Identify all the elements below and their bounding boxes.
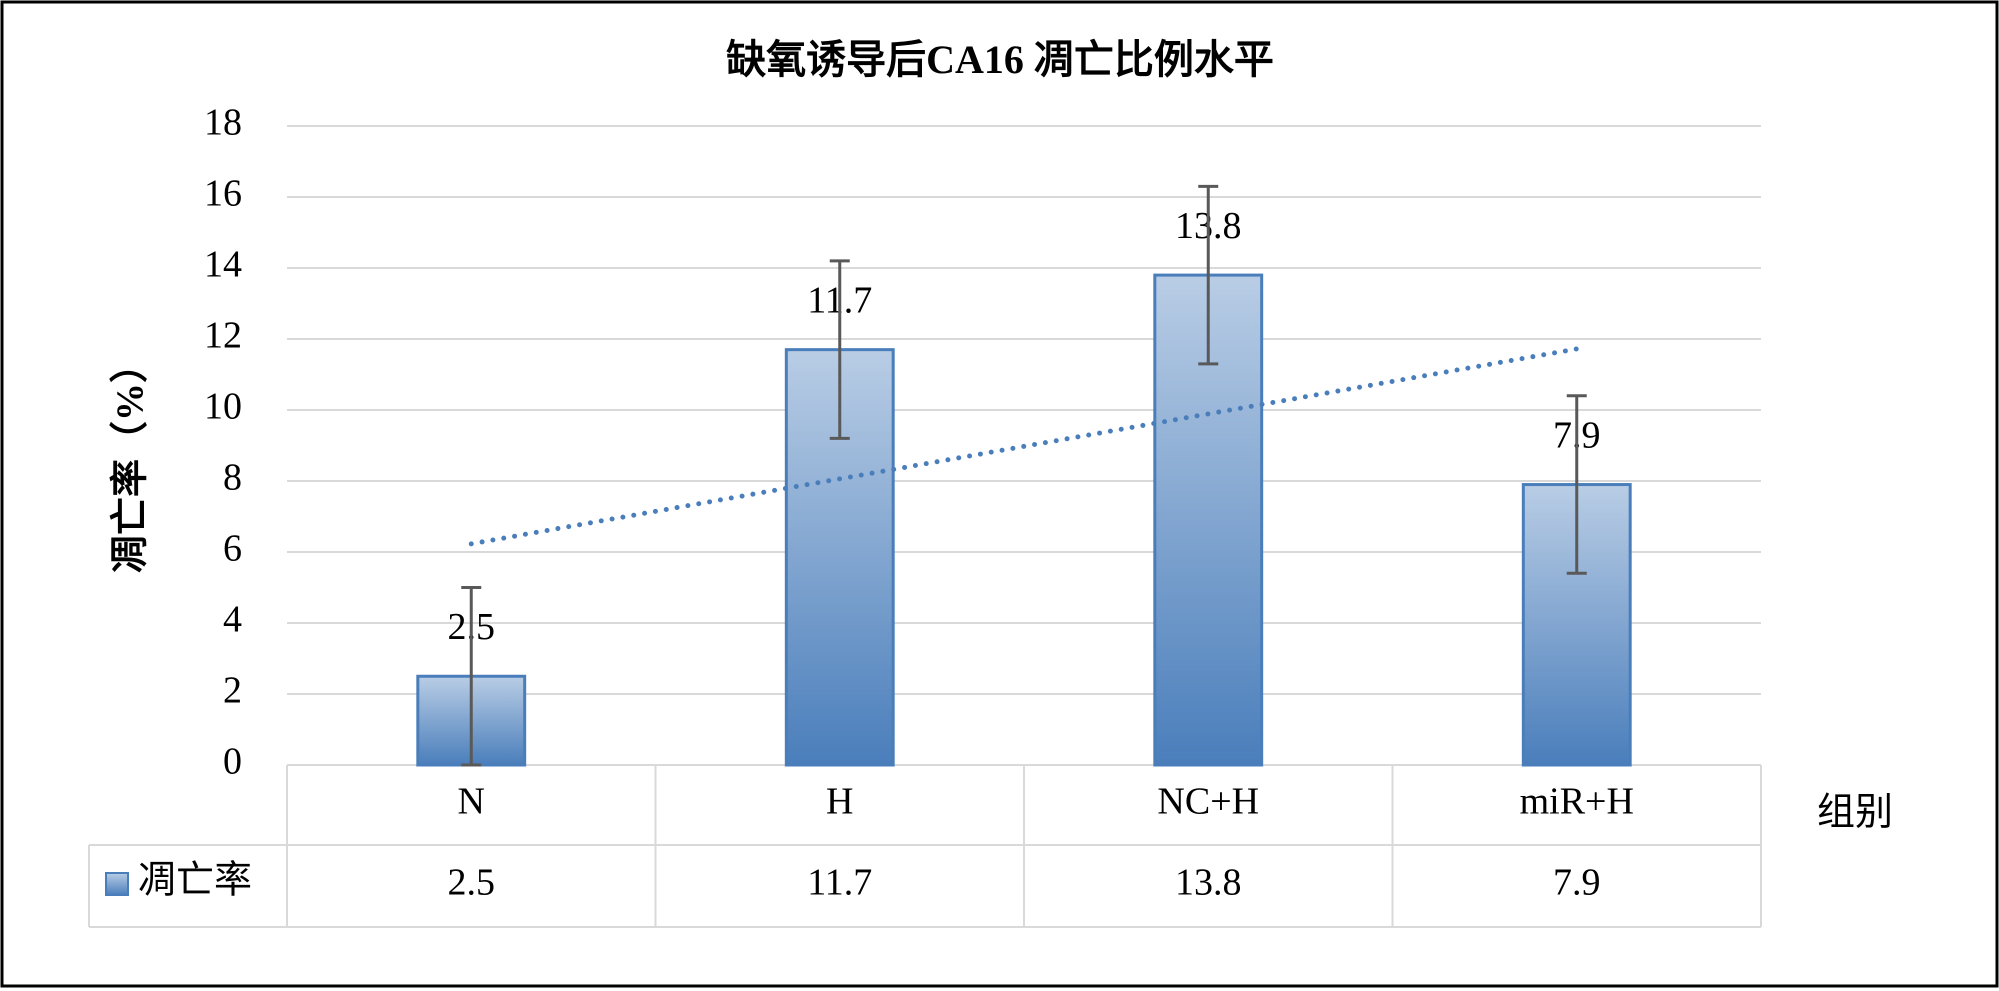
y-tick-label: 2	[223, 670, 242, 712]
y-tick-label: 10	[204, 386, 242, 428]
y-tick-label: 16	[204, 173, 242, 215]
x-tick-label: H	[826, 781, 853, 823]
y-axis-title: 凋亡率（%）	[110, 345, 152, 573]
error-bar	[1198, 184, 1219, 366]
y-tick-label: 6	[223, 528, 242, 570]
y-tick-label: 4	[223, 599, 242, 641]
x-axis-title: 组别	[1817, 792, 1893, 834]
x-tick-label: miR+H	[1520, 781, 1634, 823]
error-bar	[461, 586, 482, 767]
chart-title: 缺氧诱导后CA16 凋亡比例水平	[726, 37, 1274, 82]
trendline	[468, 346, 1580, 547]
y-tick-label: 12	[204, 315, 242, 357]
y-tick-label: 18	[204, 102, 242, 144]
x-tick-label: NC+H	[1157, 781, 1259, 823]
table-cell: 7.9	[1553, 862, 1601, 904]
table-cell: 11.7	[807, 862, 872, 904]
y-tick-label: 8	[223, 457, 242, 499]
legend-label: 凋亡率	[138, 860, 252, 902]
table-cell: 2.5	[448, 862, 496, 904]
error-bar	[829, 259, 850, 440]
legend-swatch	[105, 872, 129, 896]
error-bar	[1566, 394, 1587, 575]
y-tick-label: 14	[204, 244, 242, 286]
table-cell: 13.8	[1175, 862, 1242, 904]
x-tick-label: N	[458, 781, 485, 823]
y-tick-label: 0	[223, 741, 242, 783]
